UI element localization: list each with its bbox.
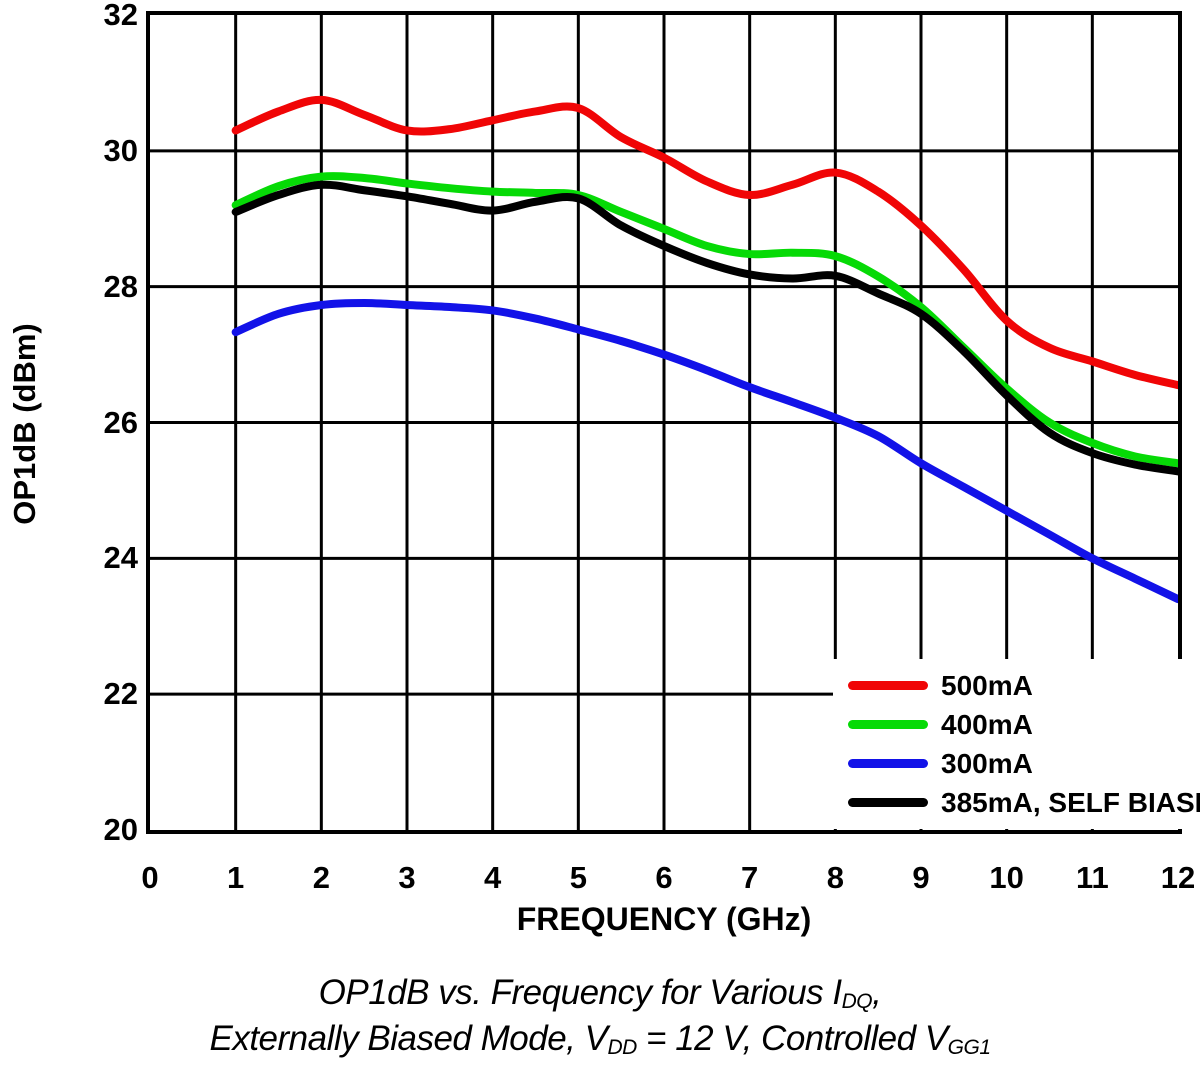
caption-text: Externally Biased Mode, V [209,1019,608,1058]
legend-item: 385mA, SELF BIASED [848,787,1200,818]
x-tick-label: 10 [989,860,1024,895]
x-tick-label: 4 [484,860,502,895]
series-line-385mA, SELF BIASED [231,180,1178,476]
legend-label: 500mA [941,669,1033,701]
x-tick-label: 0 [141,860,159,895]
caption-subscript: GG1 [947,1035,991,1059]
legend-swatch-300mA [848,759,928,768]
plot-area: 500mA 400mA 300mA 385mA, SELF BIASED [146,11,1200,834]
legend-item: 400mA [848,709,1200,740]
x-axis-title: FREQUENCY (GHz) [516,901,812,937]
x-tick-label: 11 [1075,860,1109,895]
figure-caption-line2: Externally Biased Mode, VDD = 12 V, Cont… [0,1019,1200,1060]
x-tick-label: 2 [312,860,330,895]
legend: 500mA 400mA 300mA 385mA, SELF BIASED [833,659,1200,829]
y-tick-label: 32 [103,0,138,32]
legend-item: 300mA [848,748,1200,779]
chart-canvas [150,15,1178,830]
series-line-400mA [231,172,1178,468]
y-tick-label: 20 [103,812,138,847]
legend-item: 500mA [848,670,1200,701]
legend-label: 385mA, SELF BIASED [941,786,1200,818]
caption-subscript: DD [607,1035,637,1059]
series-line-500mA [231,95,1178,390]
legend-label: 300mA [941,747,1033,779]
x-tick-label: 8 [826,860,844,895]
x-tick-label: 5 [569,860,587,895]
y-tick-label: 22 [103,676,138,712]
caption-subscript: DQ [841,989,873,1013]
legend-swatch-385mA, SELF BIASED [848,798,928,807]
x-tick-label: 3 [398,860,416,895]
x-tick-label: 9 [912,860,930,895]
x-tick-label: 6 [655,860,673,895]
series-line-300mA [231,298,1178,604]
caption-text: = 12 V, Controlled V [636,1019,948,1058]
legend-swatch-500mA [848,681,928,690]
y-axis-title: OP1dB (dBm) [7,323,42,525]
x-tick-label: 7 [741,860,759,895]
legend-swatch-400mA [848,720,928,729]
caption-text: , [872,973,882,1012]
legend-label: 400mA [941,708,1033,740]
caption-text: OP1dB vs. Frequency for Various I [318,973,843,1012]
figure-caption-line1: OP1dB vs. Frequency for Various IDQ, [0,973,1200,1014]
x-tick-label: 1 [227,860,245,895]
y-tick-label: 30 [103,132,138,168]
x-tick-label: 12 [1160,860,1196,895]
